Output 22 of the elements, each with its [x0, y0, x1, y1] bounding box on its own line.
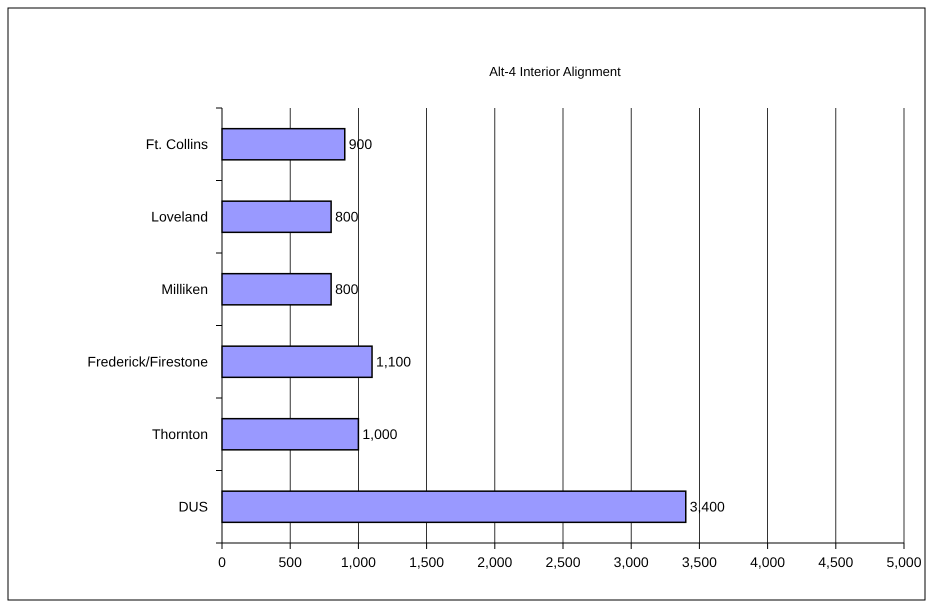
y-tick-label: Milliken — [161, 281, 208, 298]
x-tick-label: 0 — [218, 554, 226, 570]
x-tick-label: 2,500 — [545, 554, 581, 570]
x-tick-label: 4,500 — [818, 554, 854, 570]
y-tick-label: Frederick/Firestone — [87, 354, 208, 370]
x-tick-label: 3,000 — [614, 554, 649, 570]
data-label: 800 — [335, 208, 359, 225]
y-tick-label: Ft. Collins — [146, 136, 208, 152]
x-tick-label: 2,000 — [477, 554, 513, 570]
data-label: 800 — [335, 281, 359, 298]
x-tick-label: 3,500 — [682, 554, 718, 570]
x-tick-label: 500 — [278, 554, 302, 570]
x-tick-label: 5,000 — [886, 554, 922, 570]
data-label: 1,100 — [376, 354, 412, 370]
data-label: 1,000 — [362, 426, 398, 442]
x-tick-label: 1,500 — [409, 554, 444, 570]
chart-title: Alt-4 Interior Alignment — [489, 64, 622, 79]
y-tick-label: DUS — [178, 498, 208, 515]
y-tick-label: Loveland — [151, 208, 208, 225]
y-tick-label: Thornton — [152, 426, 208, 442]
x-tick-label: 1,000 — [340, 554, 376, 570]
x-tick-label: 4,000 — [750, 554, 786, 570]
